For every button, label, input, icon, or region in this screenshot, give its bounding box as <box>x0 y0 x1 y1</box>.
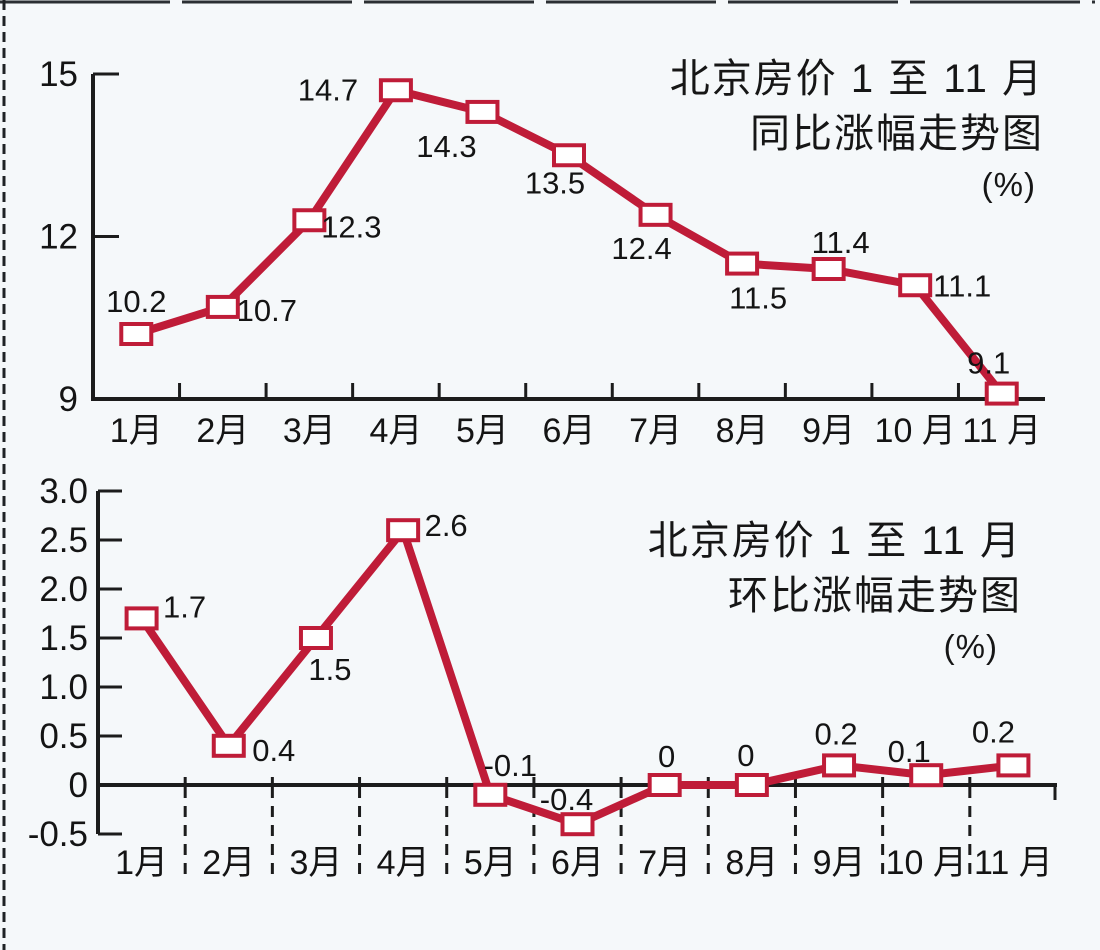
yoy-title-line2: 同比涨幅走势图 <box>750 112 1044 156</box>
data-value-label: 0.2 <box>814 716 857 751</box>
month-label: 6月 <box>551 844 604 882</box>
month-label: 3月 <box>289 844 342 882</box>
data-value-label: 11.1 <box>933 268 991 303</box>
data-point-marker <box>725 251 760 276</box>
y-tick-label: 0 <box>69 766 88 805</box>
month-label: 9月 <box>813 844 866 882</box>
yoy-chart-title: 北京房价 1 至 11 月 同比涨幅走势图 (%) <box>670 52 1044 208</box>
month-label: 10 月 <box>886 844 967 882</box>
month-label: 5月 <box>464 844 517 882</box>
month-label: 2月 <box>202 844 255 882</box>
mom-title-line1: 北京房价 1 至 11 月 <box>647 519 1022 563</box>
data-point-marker <box>473 782 508 807</box>
month-label: 1月 <box>110 412 163 450</box>
y-tick-label: 9 <box>59 380 78 419</box>
month-label: 4月 <box>377 844 430 882</box>
data-value-label: 12.3 <box>321 209 381 244</box>
y-tick-label: 1.5 <box>39 619 88 658</box>
data-value-label: 1.5 <box>308 652 351 687</box>
y-tick-label: 1.0 <box>39 668 88 707</box>
data-value-label: 12.4 <box>611 231 671 266</box>
month-label: 3月 <box>283 412 336 450</box>
data-value-label: 14.7 <box>298 72 358 107</box>
yoy-unit-label: (%) <box>981 166 1036 203</box>
data-point-marker <box>386 518 421 543</box>
month-label: 6月 <box>543 412 596 450</box>
data-value-label: -0.1 <box>484 748 537 783</box>
data-point-marker <box>811 257 846 281</box>
mom-title-line2: 环比涨幅走势图 <box>728 574 1022 618</box>
data-value-label: 0.2 <box>972 714 1015 749</box>
data-value-label: 1.7 <box>163 589 206 624</box>
y-tick-label: 3.0 <box>39 472 88 511</box>
data-point-marker <box>909 763 944 788</box>
data-value-label: 14.3 <box>416 129 476 164</box>
data-value-label: 11.5 <box>729 281 787 316</box>
data-point-marker <box>822 753 857 778</box>
data-point-marker <box>996 753 1031 778</box>
data-value-label: 2.6 <box>425 508 468 543</box>
data-point-marker <box>378 78 413 103</box>
data-point-marker <box>984 381 1019 406</box>
month-label: 7月 <box>638 844 691 882</box>
data-point-marker <box>647 773 682 797</box>
data-value-label: 9.1 <box>967 346 1010 381</box>
data-value-label: 0.4 <box>252 733 295 768</box>
data-point-marker <box>211 733 246 758</box>
yoy-title-line1: 北京房价 1 至 11 月 <box>669 57 1044 101</box>
y-tick-label: 2.5 <box>39 521 88 560</box>
month-label: 11 月 <box>962 412 1041 450</box>
y-tick-label: 15 <box>39 55 78 94</box>
data-point-marker <box>119 322 154 346</box>
data-point-marker <box>205 294 240 319</box>
data-value-label: 0 <box>658 739 675 774</box>
data-value-label: 0 <box>737 738 754 773</box>
data-value-label: -0.4 <box>540 782 593 817</box>
month-label: 5月 <box>456 412 509 450</box>
month-label: 8月 <box>716 412 769 450</box>
y-tick-label: -0.5 <box>28 815 88 854</box>
month-label: 9月 <box>802 412 855 450</box>
month-label: 2月 <box>196 412 249 450</box>
data-point-marker <box>638 202 673 227</box>
data-value-label: 11.4 <box>812 225 870 260</box>
data-point-marker <box>465 99 500 124</box>
month-label: 7月 <box>629 412 682 450</box>
data-value-label: 10.7 <box>237 293 297 328</box>
data-point-marker <box>898 273 933 298</box>
data-point-marker <box>292 208 327 233</box>
data-point-marker <box>560 812 595 837</box>
data-value-label: 13.5 <box>525 165 585 200</box>
y-tick-label: 0.5 <box>39 717 88 756</box>
data-value-label: 0.1 <box>888 734 931 769</box>
data-point-marker <box>124 606 159 631</box>
data-point-marker <box>552 143 586 168</box>
y-tick-label: 2.0 <box>39 570 88 609</box>
month-label: 1月 <box>115 844 168 882</box>
month-label: 4月 <box>369 412 422 450</box>
data-point-marker <box>298 626 333 650</box>
data-point-marker <box>734 773 769 797</box>
month-label: 11 月 <box>974 844 1053 882</box>
y-tick-label: 12 <box>39 218 78 257</box>
month-label: 8月 <box>725 844 778 882</box>
mom-unit-label: (%) <box>943 628 998 665</box>
month-label: 10 月 <box>875 412 956 450</box>
data-value-label: 10.2 <box>106 284 166 319</box>
mom-chart-title: 北京房价 1 至 11 月 环比涨幅走势图 (%) <box>648 514 1022 670</box>
